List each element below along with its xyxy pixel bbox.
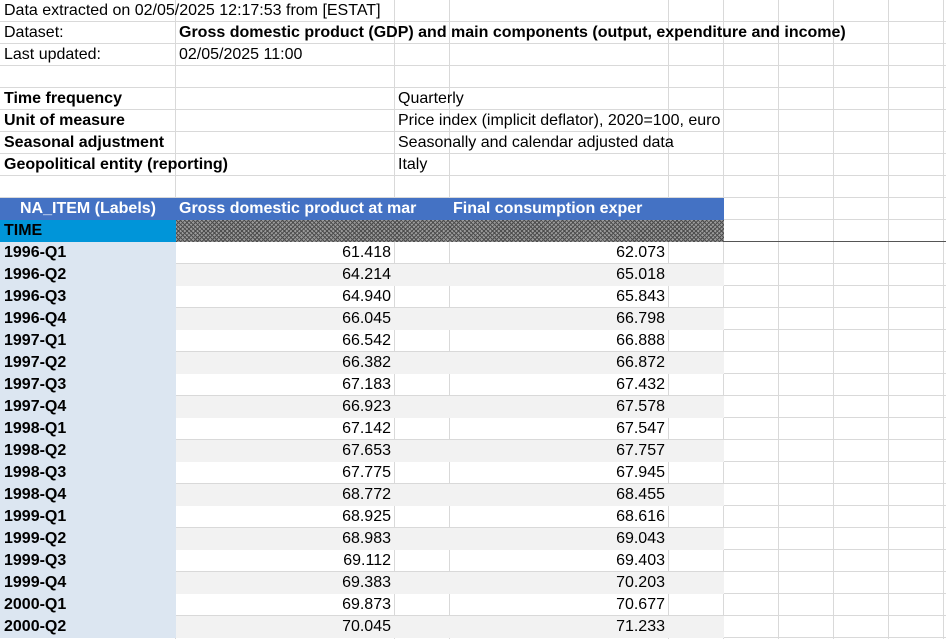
param-label: Seasonal adjustment [4,134,165,151]
param-label: Geopolitical entity (reporting) [4,156,229,173]
gdp-value-cell[interactable]: 68.983 [342,530,391,547]
param-label: Unit of measure [4,112,125,129]
gdp-value-cell[interactable]: 61.418 [342,244,391,261]
time-row-label[interactable]: 1998-Q3 [0,462,176,484]
param-value: Seasonally and calendar adjusted data [398,134,674,151]
time-row-label[interactable]: 1999-Q2 [0,528,176,550]
final-consumption-value-cell[interactable]: 66.872 [616,354,665,371]
param-value: Italy [398,156,428,173]
final-consumption-value-cell[interactable]: 67.547 [616,420,665,437]
final-consumption-value-cell[interactable]: 67.578 [616,398,665,415]
time-row-label[interactable]: 1999-Q3 [0,550,176,572]
time-row-label[interactable]: 1998-Q4 [0,484,176,506]
row-band [176,528,724,550]
final-consumption-value-cell[interactable]: 67.757 [616,442,665,459]
time-row-label[interactable]: 1996-Q4 [0,308,176,330]
final-consumption-value-cell[interactable]: 65.843 [616,288,665,305]
gdp-value-cell[interactable]: 66.382 [342,354,391,371]
row-band [176,572,724,594]
param-value: Quarterly [398,90,464,107]
time-row-label[interactable]: 1999-Q1 [0,506,176,528]
time-row-label[interactable]: 1998-Q2 [0,440,176,462]
final-consumption-value-cell[interactable]: 67.432 [616,376,665,393]
final-consumption-column-header[interactable]: Final consumption exper [450,198,724,220]
time-row-label[interactable]: 1997-Q4 [0,396,176,418]
param-label: Time frequency [4,90,122,107]
final-consumption-value-cell[interactable]: 69.043 [616,530,665,547]
row-band [176,264,724,286]
dataset-title: Gross domestic product (GDP) and main co… [179,24,846,41]
gdp-value-cell[interactable]: 68.925 [342,508,391,525]
final-consumption-value-cell[interactable]: 66.798 [616,310,665,327]
gdp-value-cell[interactable]: 64.214 [342,266,391,283]
row-band [176,440,724,462]
time-row-label[interactable]: 1998-Q1 [0,418,176,440]
gdp-column-header[interactable]: Gross domestic product at mar [176,198,450,220]
gdp-value-cell[interactable]: 67.775 [342,464,391,481]
row-band [176,484,724,506]
final-consumption-value-cell[interactable]: 66.888 [616,332,665,349]
row-band [176,352,724,374]
freeze-pane-line [724,241,946,242]
param-value: Price index (implicit deflator), 2020=10… [398,112,721,129]
final-consumption-value-cell[interactable]: 70.203 [616,574,665,591]
row-band [176,616,724,638]
final-consumption-value-cell[interactable]: 70.677 [616,596,665,613]
gdp-value-cell[interactable]: 64.940 [342,288,391,305]
time-header[interactable]: TIME [0,220,176,242]
final-consumption-value-cell[interactable]: 67.945 [616,464,665,481]
time-row-label[interactable]: 1996-Q3 [0,286,176,308]
time-row-label[interactable]: 1996-Q2 [0,264,176,286]
final-consumption-value-cell[interactable]: 71.233 [616,618,665,635]
time-row-label[interactable]: 1997-Q2 [0,352,176,374]
gdp-value-cell[interactable]: 66.045 [342,310,391,327]
final-consumption-value-cell[interactable]: 68.616 [616,508,665,525]
na-item-header[interactable]: NA_ITEM (Labels) [0,198,176,220]
gdp-value-cell[interactable]: 68.772 [342,486,391,503]
gdp-value-cell[interactable]: 69.112 [343,552,391,569]
final-consumption-value-cell[interactable]: 65.018 [616,266,665,283]
gdp-value-cell[interactable]: 69.383 [342,574,391,591]
gdp-value-cell[interactable]: 66.542 [342,332,391,349]
time-row-label[interactable]: 1997-Q3 [0,374,176,396]
gdp-value-cell[interactable]: 66.923 [342,398,391,415]
gdp-value-cell[interactable]: 67.142 [342,420,391,437]
gdp-value-cell[interactable]: 70.045 [342,618,391,635]
row-band [176,396,724,418]
gdp-value-cell[interactable]: 67.653 [342,442,391,459]
final-consumption-value-cell[interactable]: 62.073 [616,244,665,261]
gdp-value-cell[interactable]: 67.183 [342,376,391,393]
gdp-value-cell[interactable]: 69.873 [342,596,391,613]
hatched-header-fill [176,220,724,242]
dataset-label: Dataset: [4,24,64,41]
time-row-label[interactable]: 2000-Q1 [0,594,176,616]
extraction-note: Data extracted on 02/05/2025 12:17:53 fr… [4,2,381,19]
final-consumption-value-cell[interactable]: 69.403 [616,552,665,569]
row-band [176,308,724,330]
time-row-label[interactable]: 1996-Q1 [0,242,176,264]
final-consumption-value-cell[interactable]: 68.455 [616,486,665,503]
last-updated-label: Last updated: [4,46,101,63]
time-row-label[interactable]: 1997-Q1 [0,330,176,352]
time-row-label[interactable]: 2000-Q2 [0,616,176,638]
last-updated-value: 02/05/2025 11:00 [179,46,303,63]
time-row-label[interactable]: 1999-Q4 [0,572,176,594]
